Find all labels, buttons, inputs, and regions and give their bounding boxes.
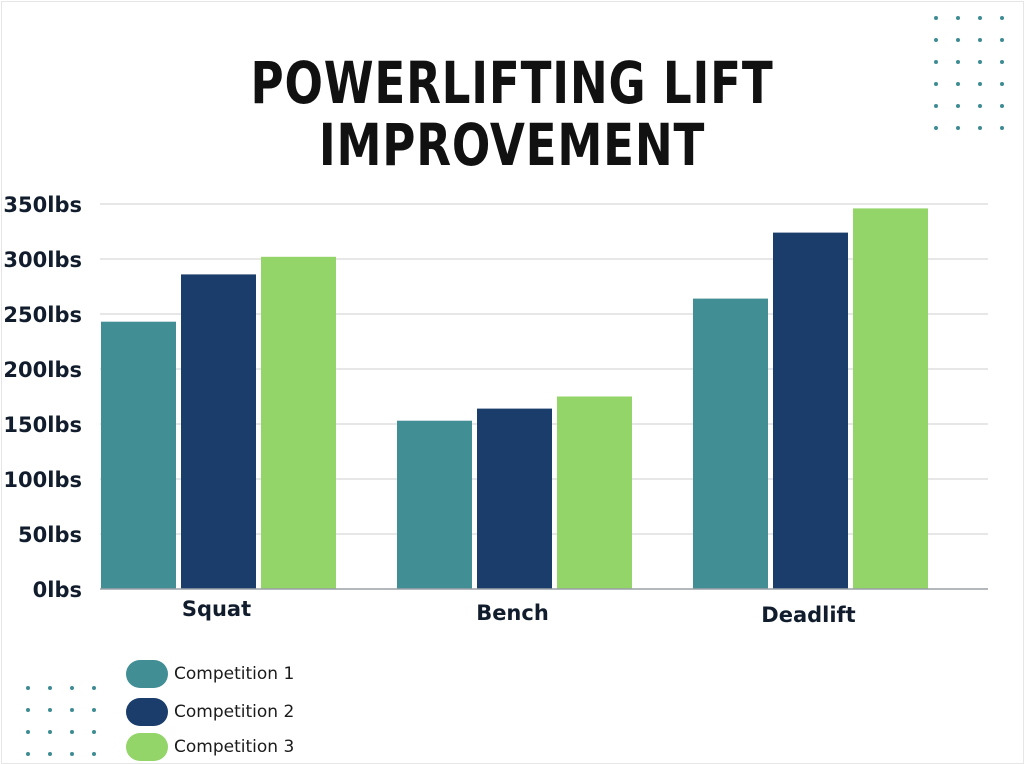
dot [1000, 126, 1004, 130]
legend-swatch [126, 733, 168, 761]
dot [956, 16, 960, 20]
bar-bench-series-2 [477, 408, 552, 589]
dot [978, 60, 982, 64]
bar-deadlift-series-3 [853, 208, 928, 589]
dot [70, 752, 74, 756]
dot [978, 82, 982, 86]
dot [92, 686, 96, 690]
bar-squat-series-2 [181, 274, 256, 589]
dot [978, 38, 982, 42]
dot [956, 60, 960, 64]
dot [70, 686, 74, 690]
legend-label: Competition 3 [174, 737, 295, 757]
legend-item-competition-2: Competition 2 [126, 698, 356, 728]
dot [48, 686, 52, 690]
bar-deadlift-series-1 [693, 298, 768, 589]
dot [92, 752, 96, 756]
dot [978, 104, 982, 108]
dot [934, 126, 938, 130]
dot [978, 16, 982, 20]
legend-label: Competition 1 [174, 664, 295, 684]
dot [956, 82, 960, 86]
bar-squat-series-1 [101, 321, 176, 589]
bar-chart: 0lbs 50lbs 100lbs 150lbs 200lbs 250lbs 300lbs 3… [3, 193, 988, 627]
dot [1000, 16, 1004, 20]
dot [48, 708, 52, 712]
legend-swatch [126, 660, 168, 688]
dot [26, 686, 30, 690]
dot [70, 730, 74, 734]
dot [934, 82, 938, 86]
y-tick-label: 350lbs [3, 193, 82, 217]
legend-swatch [126, 698, 168, 726]
dot [26, 752, 30, 756]
dot [1000, 38, 1004, 42]
dot [956, 126, 960, 130]
dot [978, 126, 982, 130]
y-tick-label: 200lbs [3, 358, 82, 382]
dot [956, 38, 960, 42]
title-line-1: POWERLIFTING LIFT [250, 49, 774, 117]
dot [26, 708, 30, 712]
bar-bench-series-1 [397, 420, 472, 589]
legend-item-competition-1: Competition 1 [126, 660, 356, 690]
dot [70, 708, 74, 712]
dot [1000, 60, 1004, 64]
dot [934, 16, 938, 20]
bar-bench-series-3 [557, 396, 632, 589]
x-tick-label: Bench [476, 601, 549, 625]
y-tick-label: 0lbs [33, 578, 82, 602]
dot [956, 104, 960, 108]
y-tick-label: 250lbs [3, 303, 82, 327]
y-tick-label: 100lbs [3, 468, 82, 492]
dot [1000, 104, 1004, 108]
dot [1000, 82, 1004, 86]
y-tick-label: 300lbs [3, 248, 82, 272]
dot [48, 730, 52, 734]
chart-title: POWERLIFTING LIFT IMPROVEMENT [113, 52, 912, 176]
y-tick-label: 150lbs [3, 413, 82, 437]
dot [934, 60, 938, 64]
dot [48, 752, 52, 756]
dot [92, 730, 96, 734]
x-tick-label: Squat [182, 597, 251, 621]
dot-grid-icon [26, 686, 96, 756]
dot [26, 730, 30, 734]
dot [934, 104, 938, 108]
title-line-2: IMPROVEMENT [318, 111, 706, 179]
legend-label: Competition 2 [174, 702, 295, 722]
y-tick-label: 50lbs [18, 523, 82, 547]
bar-deadlift-series-2 [773, 232, 848, 589]
dot-grid-icon [934, 16, 1004, 130]
legend-item-competition-3: Competition 3 [126, 733, 356, 763]
x-tick-label: Deadlift [761, 603, 855, 627]
dot [92, 708, 96, 712]
dot [934, 38, 938, 42]
bar-squat-series-3 [261, 256, 336, 589]
